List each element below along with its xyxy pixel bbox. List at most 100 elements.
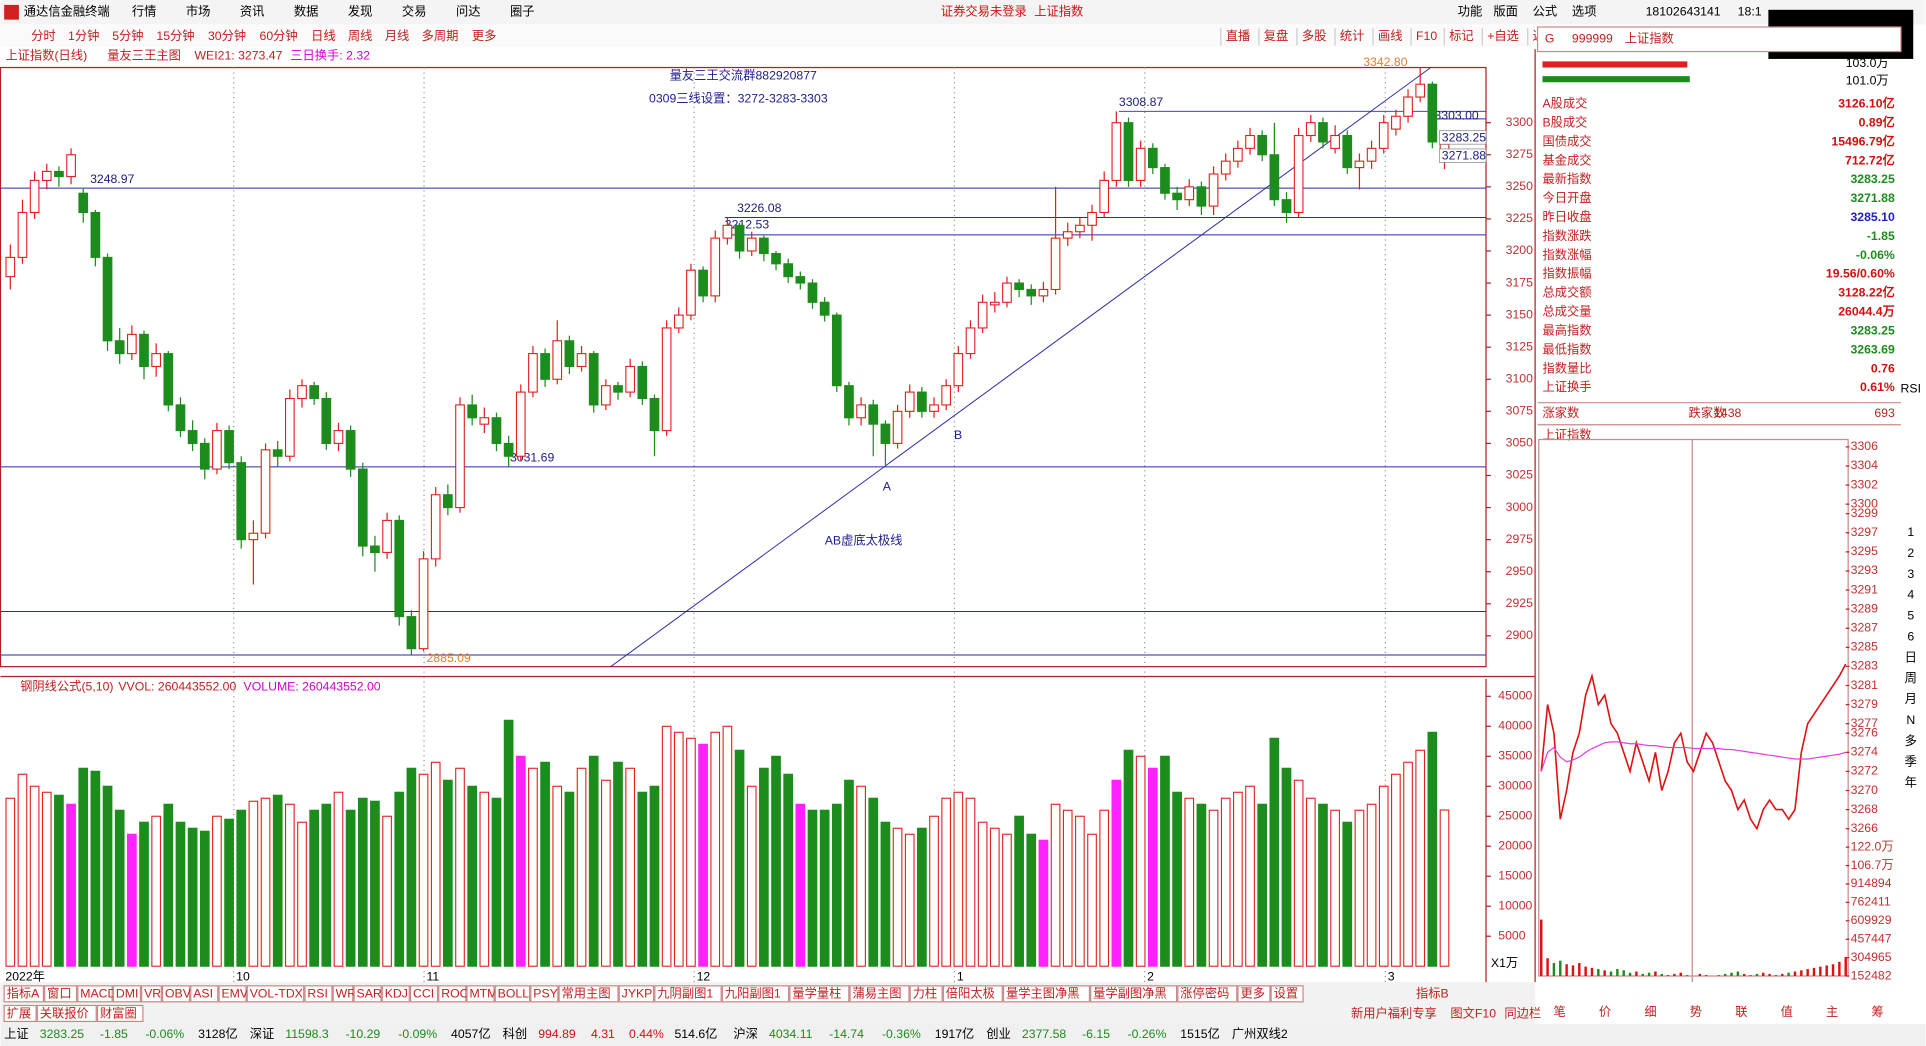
tool-button[interactable]: 画线 bbox=[1378, 29, 1403, 43]
side-button[interactable]: 6 bbox=[1907, 629, 1914, 643]
menu-right[interactable]: 版面 bbox=[1493, 5, 1518, 19]
tool-button[interactable]: 复盘 bbox=[1264, 28, 1289, 43]
indicator-tab[interactable]: 更多 bbox=[1240, 987, 1265, 1001]
menu-item[interactable]: 市场 bbox=[186, 4, 211, 19]
indicator-tab[interactable]: 窗口 bbox=[47, 987, 72, 1001]
candle-body bbox=[1257, 134, 1268, 156]
indicator-tab[interactable]: 设置 bbox=[1274, 987, 1299, 1001]
indicator-tab[interactable]: EMV bbox=[221, 987, 248, 1001]
period-tab[interactable]: 月线 bbox=[385, 29, 410, 43]
tool-button[interactable]: +自选 bbox=[1487, 29, 1519, 43]
tool-button[interactable]: 多股 bbox=[1302, 29, 1327, 43]
intraday-tab[interactable]: 细 bbox=[1644, 1005, 1656, 1019]
side-button[interactable]: 多 bbox=[1905, 734, 1917, 748]
indicator-tab[interactable]: 力柱 bbox=[913, 986, 938, 1001]
menu-item[interactable]: 数据 bbox=[294, 4, 319, 19]
menu-right[interactable]: 选项 bbox=[1572, 5, 1597, 19]
indicator-tab[interactable]: SAR bbox=[357, 987, 382, 1001]
tool-button[interactable]: 直播 bbox=[1226, 29, 1251, 43]
indicator-tab[interactable]: 指标B bbox=[1416, 986, 1449, 1001]
indicator-tab[interactable]: VOL-TDX bbox=[250, 987, 303, 1001]
indicator-tab[interactable]: VR bbox=[144, 987, 161, 1001]
intraday-tab[interactable]: 势 bbox=[1690, 1005, 1702, 1019]
side-button[interactable]: 周 bbox=[1905, 671, 1917, 685]
menu-right[interactable]: 功能 bbox=[1458, 5, 1483, 19]
intraday-tab[interactable]: 主 bbox=[1826, 1005, 1838, 1019]
indicator-tab[interactable]: 倍阳太极 bbox=[946, 986, 995, 1001]
period-tab[interactable]: 15分钟 bbox=[156, 28, 194, 43]
indicator-tab[interactable]: ROC bbox=[441, 987, 468, 1001]
indicator-tab[interactable]: 量学主图净黑 bbox=[1006, 986, 1080, 1001]
indicator-tab[interactable]: RSI bbox=[307, 987, 327, 1001]
indicator-tab[interactable]: 九阳副图1 bbox=[725, 986, 781, 1001]
menu-right[interactable]: 18:1 bbox=[1738, 5, 1762, 19]
indicator-tab[interactable]: 涨停密码 bbox=[1180, 986, 1229, 1001]
indicator-tab[interactable]: 蒲易主图 bbox=[853, 987, 902, 1001]
period-tab[interactable]: 更多 bbox=[472, 29, 497, 43]
tool-button[interactable]: 统计 bbox=[1340, 29, 1365, 43]
indicator-tab[interactable]: BOLL bbox=[498, 987, 530, 1001]
period-tab[interactable]: 5分钟 bbox=[112, 28, 143, 43]
indicator-tab[interactable]: 指标A bbox=[7, 986, 41, 1001]
volume-bar bbox=[1318, 803, 1328, 967]
menu-right[interactable]: 18102643141 bbox=[1646, 5, 1721, 19]
side-button[interactable]: 5 bbox=[1907, 609, 1914, 623]
candle-body bbox=[1172, 192, 1182, 201]
indicator-tab[interactable]: KDJ bbox=[385, 987, 408, 1001]
ext-link[interactable]: 图文F10 bbox=[1450, 1005, 1496, 1020]
side-button[interactable]: 年 bbox=[1905, 776, 1917, 790]
period-tab[interactable]: 多周期 bbox=[422, 29, 459, 43]
indicator-tab[interactable]: 量学量柱 bbox=[792, 986, 841, 1001]
ext-tab[interactable]: 扩展 bbox=[7, 1006, 32, 1020]
indicator-tab[interactable]: WR bbox=[336, 987, 357, 1001]
indicator-tab[interactable]: MACD bbox=[80, 987, 116, 1001]
indicator-tab[interactable]: OBV bbox=[165, 987, 192, 1001]
side-button[interactable]: 2 bbox=[1907, 546, 1914, 560]
indicator-tab[interactable]: 常用主图 bbox=[562, 987, 611, 1001]
intraday-tab[interactable]: 笔 bbox=[1554, 1004, 1566, 1019]
menu-item[interactable]: 行情 bbox=[132, 5, 157, 19]
candle-body bbox=[345, 430, 356, 470]
menu-item[interactable]: 问达 bbox=[456, 5, 481, 19]
ext-link[interactable]: 新用户福利专享 bbox=[1351, 1005, 1437, 1020]
indicator-tab[interactable]: ASI bbox=[193, 987, 213, 1001]
period-tab[interactable]: 60分钟 bbox=[260, 28, 298, 43]
indicator-tab[interactable]: MTM bbox=[469, 987, 497, 1001]
intraday-tab[interactable]: 值 bbox=[1781, 1004, 1793, 1019]
side-button[interactable]: 月 bbox=[1905, 692, 1917, 706]
side-button[interactable]: 季 bbox=[1905, 755, 1917, 769]
side-button[interactable]: 日 bbox=[1905, 650, 1917, 664]
side-button[interactable]: 1 bbox=[1907, 525, 1914, 539]
period-tab[interactable]: 分时 bbox=[31, 29, 56, 43]
ext-link[interactable]: 同边栏 bbox=[1504, 1005, 1541, 1020]
period-tab[interactable]: 1分钟 bbox=[68, 28, 99, 43]
menu-item[interactable]: 圈子 bbox=[510, 5, 535, 19]
menu-item[interactable]: 资讯 bbox=[240, 5, 265, 19]
side-button[interactable]: 3 bbox=[1907, 567, 1914, 581]
ext-tab[interactable]: 关联报价 bbox=[40, 1005, 89, 1020]
indicator-tab[interactable]: CCI bbox=[413, 987, 434, 1001]
tool-button[interactable]: 标记 bbox=[1449, 29, 1474, 43]
intraday-tab[interactable]: 筹 bbox=[1871, 1005, 1883, 1019]
intraday-tab[interactable]: 联 bbox=[1735, 1005, 1747, 1019]
ext-tab[interactable]: 财富圈 bbox=[100, 1005, 137, 1020]
annotation: 0309三线设置：3272-3283-3303 bbox=[649, 92, 828, 106]
period-tab[interactable]: 周线 bbox=[348, 29, 373, 43]
menu-item[interactable]: 交易 bbox=[402, 4, 427, 19]
side-button[interactable]: 4 bbox=[1907, 588, 1914, 602]
menu-item[interactable]: 发现 bbox=[348, 4, 373, 19]
side-button[interactable]: RSI bbox=[1901, 381, 1921, 395]
indicator-tab[interactable]: DMI bbox=[116, 987, 138, 1001]
period-tab[interactable]: 30分钟 bbox=[208, 28, 246, 43]
indicator-tab[interactable]: JYKP bbox=[622, 987, 653, 1001]
indicator-tab[interactable]: PSY bbox=[533, 987, 558, 1001]
indicator-tab[interactable]: 量学副图净黑 bbox=[1093, 986, 1167, 1001]
period-tab[interactable]: 日线 bbox=[311, 29, 336, 43]
candle-body bbox=[297, 385, 307, 400]
intraday-tab[interactable]: 价 bbox=[1599, 1005, 1611, 1019]
menu-right[interactable]: 公式 bbox=[1533, 5, 1558, 19]
side-button[interactable]: N bbox=[1906, 713, 1915, 727]
indicator-tab[interactable]: 九阴副图1 bbox=[657, 986, 713, 1001]
volume-bar bbox=[552, 785, 563, 967]
tool-button[interactable]: F10 bbox=[1416, 29, 1437, 43]
